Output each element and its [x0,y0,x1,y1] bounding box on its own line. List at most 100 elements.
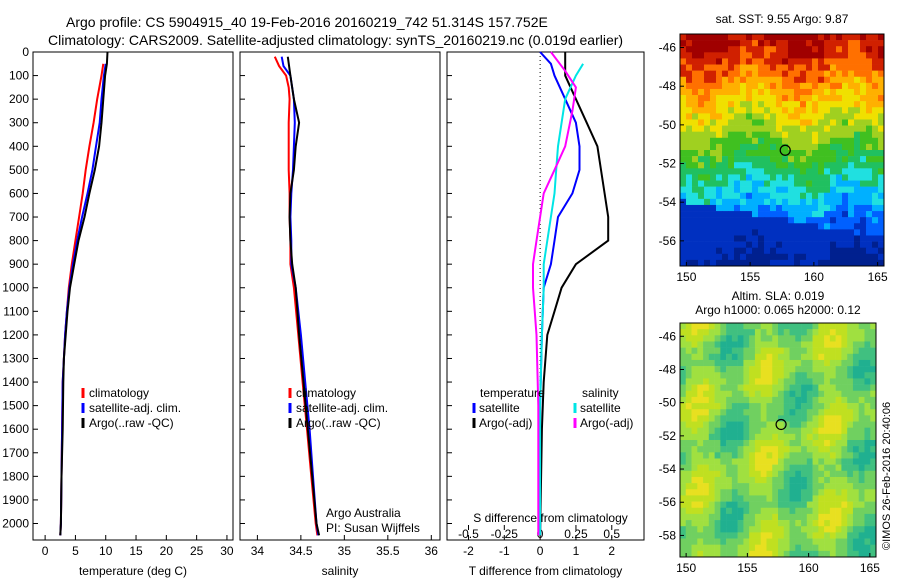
legend-label: Argo(..raw -QC) [89,416,174,430]
x-tick-label: 150 [676,270,696,284]
y-tick-label: -54 [659,462,677,476]
sst_map-field [680,34,885,267]
y-tick-label: -56 [659,495,677,509]
x-tick-label: 150 [676,561,696,575]
top-tick-label: -0.5 [458,527,479,541]
y-tick-label: 100 [9,69,29,83]
y-tick-label: 1800 [2,469,29,483]
y-tick-label: 200 [9,92,29,106]
legend-label: satellite-adj. clim. [296,401,388,415]
y-tick-label: -52 [659,157,677,171]
figure-title-line2: Climatology: CARS2009. Satellite-adjuste… [48,32,623,48]
y-tick-label: -46 [659,41,677,55]
series-line-argoadj [539,52,610,536]
y-tick-label: 1300 [2,351,29,365]
difference-top-axis-label: S difference from climatology [473,511,628,525]
series-line-satellite [539,63,584,536]
x-tick-label: 30 [220,544,234,558]
x-tick-label: 35 [338,544,352,558]
timestamp-label: ©IMOS 26-Feb-2016 20:40:06 [881,402,893,550]
float-position-marker [779,144,791,156]
sst-map-panel: 150 155 160 165 -46 -48 -50 -52 -54 -56 sat. SST: … [659,12,888,284]
y-tick-label: 900 [9,257,29,271]
x-tick-label: 35.5 [376,544,400,558]
temperature-x-axis-label: temperature (deg C) [79,564,187,578]
x-tick-label: 160 [799,561,819,575]
y-tick-label: -54 [659,195,677,209]
y-tick-label: 1000 [2,281,29,295]
y-tick-label: -48 [659,79,677,93]
sla-map-title: Altim. SLA: 0.019 [732,289,825,303]
x-tick-label: 34.5 [289,544,313,558]
y-tick-label: 1400 [2,375,29,389]
sla_map-field [680,323,877,558]
legend-label: climatology [296,386,356,400]
y-tick-label: 500 [9,163,29,177]
x-tick-label: 0 [42,544,49,558]
y-tick-label: -52 [659,429,677,443]
x-tick-label: 155 [740,270,760,284]
sla-map-subtitle: Argo h1000: 0.065 h2000: 0.12 [695,303,861,317]
y-tick-label: -46 [659,329,677,343]
y-tick-label: 1600 [2,422,29,436]
y-tick-label: 2000 [2,516,29,530]
top-tick-label: 0.25 [564,527,588,541]
salinity-x-axis-label: salinity [322,564,359,578]
series-line-argorawqc [59,51,109,536]
y-tick-label: 1200 [2,328,29,342]
x-tick-label: 15 [129,544,143,558]
y-tick-label: -58 [659,528,677,542]
x-tick-label: 10 [99,544,113,558]
pi-label: PI: Susan Wijffels [326,521,420,535]
sst_map-frame [679,33,885,267]
legend-label: climatology [89,386,149,400]
temperature-panel: 0 5 10 15 20 25 300100200300400500600700800900… [2,45,234,578]
salinity-plot-area [239,51,441,541]
temperature-plot-area [32,51,234,541]
legend-label: Argo(-adj) [580,416,633,430]
legend-header-temperature: temperature [480,386,545,400]
x-tick-label: 0 [537,544,544,558]
y-tick-label: -50 [659,396,677,410]
y-tick-label: -48 [659,362,677,376]
difference-panel: -2 -1 0 1 2 T difference from climatology -0.5… [446,51,645,578]
x-tick-label: 160 [804,270,824,284]
legend-label: satellite-adj. clim. [89,401,181,415]
y-tick-label: 1700 [2,446,29,460]
x-tick-label: 20 [160,544,174,558]
x-tick-label: 165 [860,561,880,575]
y-tick-label: 300 [9,116,29,130]
series-line-argoadj [532,51,577,536]
difference-x-axis-label: T difference from climatology [469,564,623,578]
y-tick-label: 600 [9,186,29,200]
top-tick-label: 0.5 [603,527,620,541]
y-tick-label: -56 [659,234,677,248]
y-tick-label: 0 [22,45,29,59]
legend-label: satellite [479,401,520,415]
sla-map-panel: 150 155 160 165 -46 -48 -50 -52 -54 -56 -58 Altim. … [659,289,881,575]
series-line-argorawqc [286,56,321,536]
legend-label: Argo(-adj) [479,416,532,430]
x-tick-label: -1 [499,544,510,558]
sst-map-title: sat. SST: 9.55 Argo: 9.87 [716,12,849,26]
float-position-marker [775,418,787,431]
salinity-panel: 34 34.5 35 35.5 36 salinity climatologysatelli… [239,51,441,578]
y-tick-label: 800 [9,234,29,248]
x-tick-label: 165 [868,270,888,284]
y-tick-label: 1100 [3,304,29,318]
y-tick-label: -50 [659,118,677,132]
y-tick-label: 1500 [2,399,29,413]
y-tick-label: 400 [9,139,29,153]
y-tick-label: 1900 [2,493,29,507]
top-tick-label: -0.25 [491,527,519,541]
x-tick-label: 155 [737,561,757,575]
legend-label: satellite [580,401,621,415]
sla_map-frame [679,322,877,558]
x-tick-label: 1 [573,544,580,558]
x-tick-label: 25 [190,544,204,558]
credit-label: Argo Australia [326,506,401,520]
x-tick-label: 36 [425,544,439,558]
x-tick-label: 34 [251,544,265,558]
x-tick-label: 5 [72,544,79,558]
